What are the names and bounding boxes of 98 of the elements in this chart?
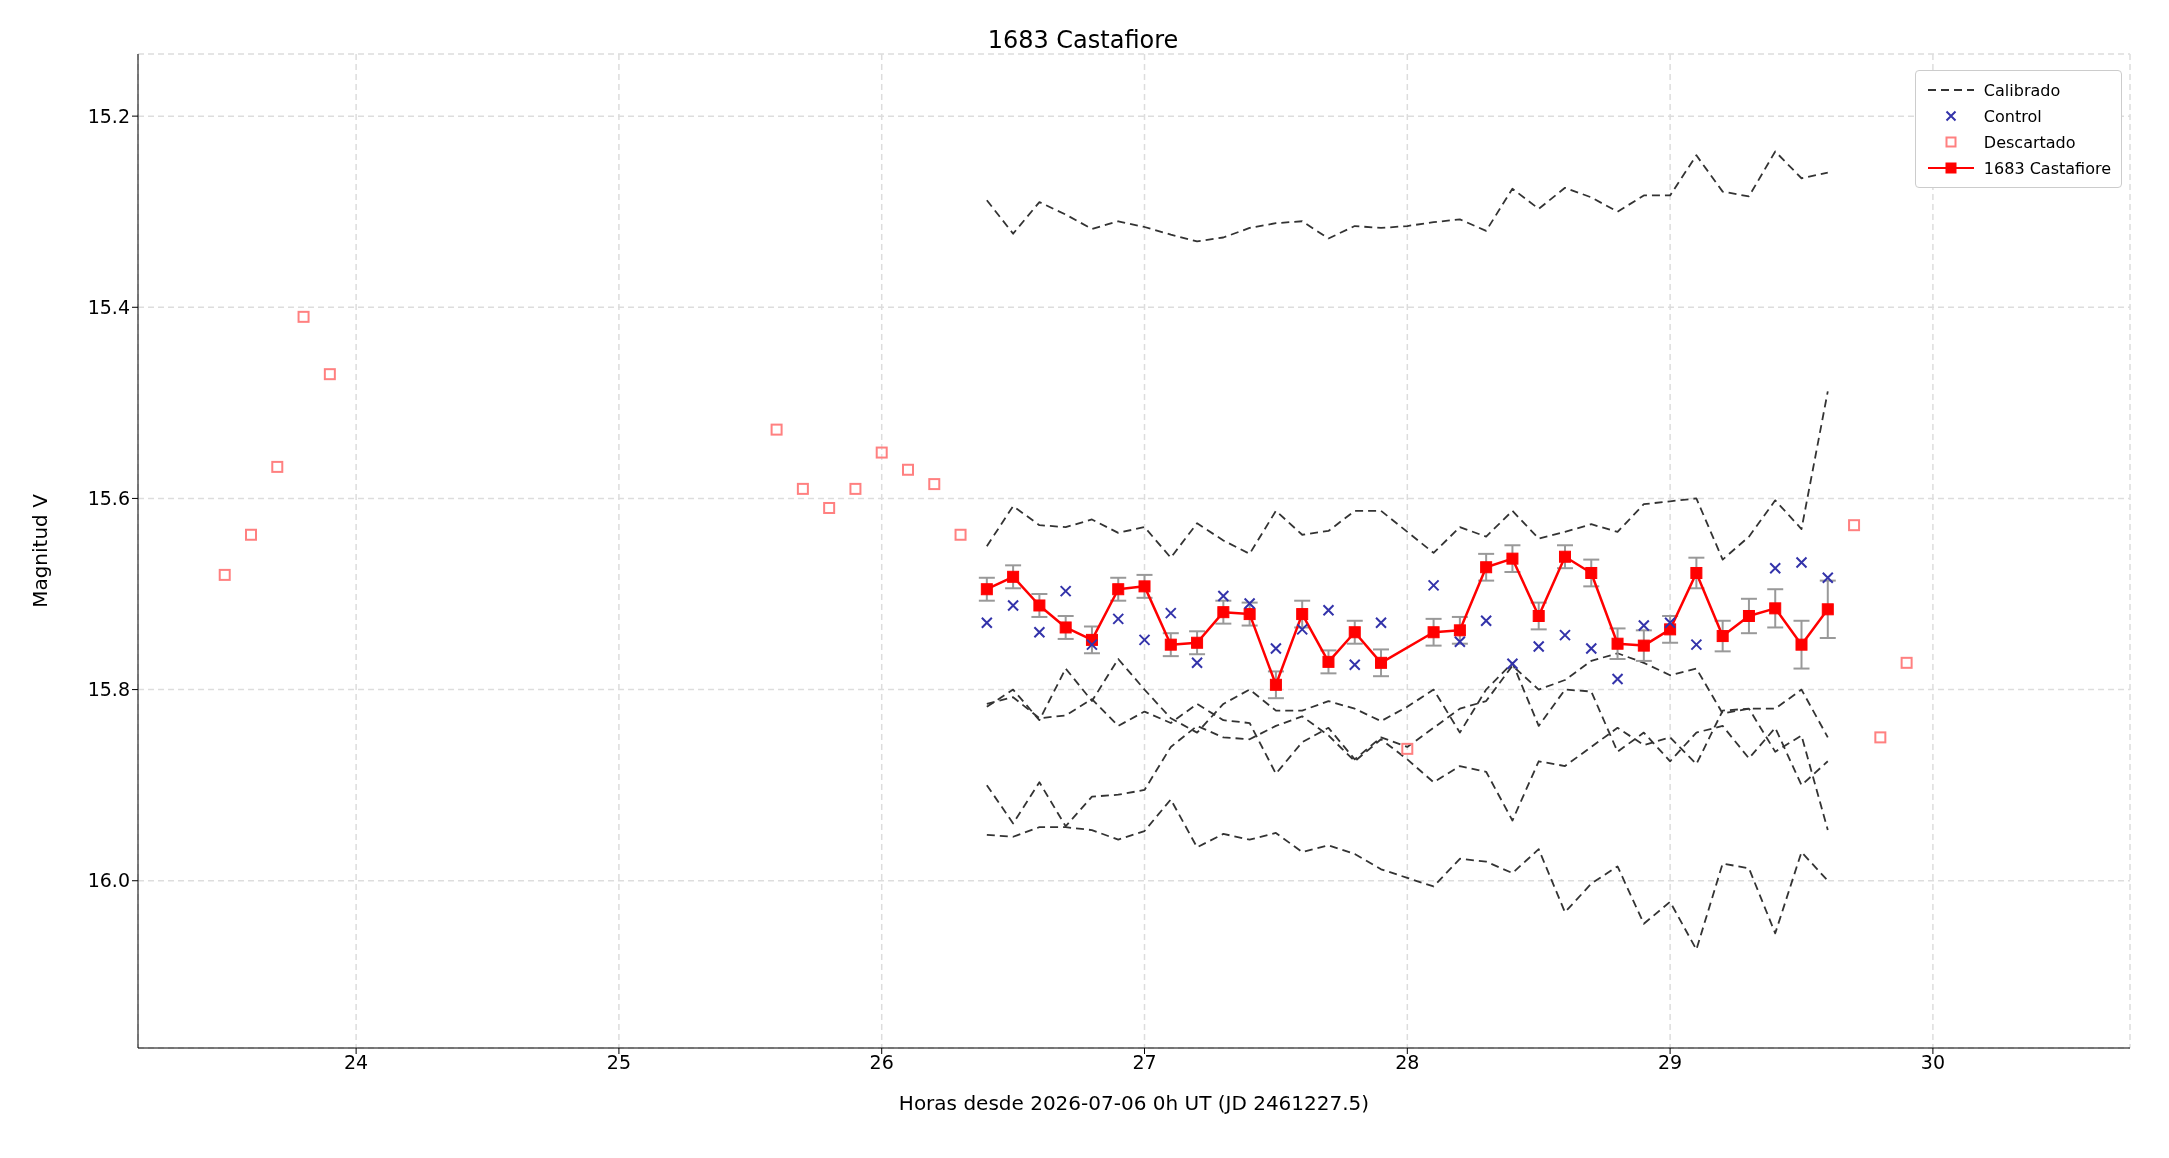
point: [271, 460, 284, 473]
point: [1664, 616, 1677, 629]
x-tick-label: 28: [1395, 1051, 1420, 1074]
legend-label: Control: [1983, 106, 2042, 126]
y-tick-label: 15.8: [87, 678, 130, 701]
point: [1138, 580, 1151, 593]
point: [1138, 633, 1151, 646]
point: [1900, 656, 1913, 669]
point: [1164, 638, 1177, 651]
point: [823, 501, 836, 514]
x-tick-label: 24: [344, 1051, 369, 1074]
point: [796, 482, 809, 495]
chart-title: 1683 Castafiore: [986, 26, 1180, 54]
point: [1874, 731, 1887, 744]
legend-label: Descartado: [1983, 132, 2076, 152]
line-series: [985, 390, 1829, 561]
point: [1296, 608, 1309, 621]
point: [1480, 614, 1493, 627]
point: [1821, 571, 1834, 584]
point: [1112, 612, 1125, 625]
point: [1033, 599, 1046, 612]
point: [1243, 597, 1256, 610]
y-axis-title: Magnitud V: [28, 493, 53, 608]
point: [902, 463, 914, 476]
point: [297, 310, 310, 323]
point: [1322, 655, 1335, 668]
point: [1769, 562, 1782, 575]
point: [1690, 638, 1703, 651]
point: [1506, 552, 1519, 565]
point: [1637, 639, 1650, 652]
point: [1427, 626, 1440, 639]
point: [1611, 637, 1624, 650]
point: [980, 616, 993, 629]
point: [980, 583, 993, 596]
point: [1217, 589, 1230, 602]
point: [1585, 642, 1598, 655]
point: [1269, 678, 1282, 691]
point: [1033, 626, 1046, 639]
y-tick-label: 15.4: [87, 296, 130, 319]
point: [928, 478, 941, 491]
x-tick-label: 25: [606, 1051, 632, 1074]
legend-label: Calibrado: [1983, 80, 2061, 100]
point: [1506, 657, 1519, 670]
point: [1007, 570, 1020, 583]
point: [1821, 603, 1834, 616]
point: [218, 568, 231, 581]
point: [1059, 621, 1072, 634]
point: [1637, 619, 1650, 632]
point: [245, 528, 257, 541]
point: [1427, 579, 1440, 592]
point: [1348, 658, 1361, 671]
point: [1611, 673, 1624, 686]
point: [1558, 550, 1571, 563]
point: [1480, 561, 1493, 574]
point: [1453, 635, 1466, 648]
point: [1164, 607, 1177, 620]
point: [1191, 656, 1204, 669]
point: [1375, 656, 1388, 669]
x-tick-label: 29: [1658, 1051, 1683, 1074]
legend-label: 1683 Castafiore: [1983, 158, 2111, 178]
y-tick-label: 15.2: [87, 104, 130, 127]
point: [1375, 616, 1388, 629]
point: [1558, 629, 1571, 642]
point: [1348, 626, 1361, 639]
point: [1585, 566, 1598, 579]
point: [1532, 640, 1545, 653]
point: [1085, 638, 1098, 651]
point: [1742, 609, 1755, 622]
point: [1296, 623, 1309, 636]
point: [1322, 604, 1335, 617]
x-tick-label: 30: [1920, 1051, 1945, 1074]
x-tick-label: 26: [869, 1051, 894, 1074]
point: [1769, 602, 1782, 615]
point: [1716, 630, 1729, 643]
point: [1191, 636, 1204, 649]
point: [1690, 566, 1703, 579]
point: [1848, 519, 1861, 532]
y-tick-label: 15.6: [87, 487, 130, 510]
point: [323, 368, 336, 381]
line-series: [985, 150, 1829, 243]
point: [1217, 606, 1230, 619]
point: [849, 482, 862, 495]
point: [1112, 583, 1125, 596]
point: [1007, 599, 1020, 612]
point: [1453, 624, 1466, 637]
y-tick-label: 16.0: [87, 869, 130, 892]
point: [1795, 556, 1808, 569]
point: [875, 446, 888, 459]
point: [770, 423, 783, 436]
point: [1269, 642, 1282, 655]
point: [1532, 609, 1545, 622]
point: [954, 528, 967, 541]
point: [1401, 742, 1414, 755]
x-tick-label: 27: [1132, 1051, 1157, 1074]
point: [1059, 585, 1072, 598]
x-axis-title: Horas desde 2026-07-06 0h UT (JD 2461227.5): [898, 1091, 1370, 1115]
point: [1243, 608, 1256, 621]
point: [1795, 638, 1808, 651]
